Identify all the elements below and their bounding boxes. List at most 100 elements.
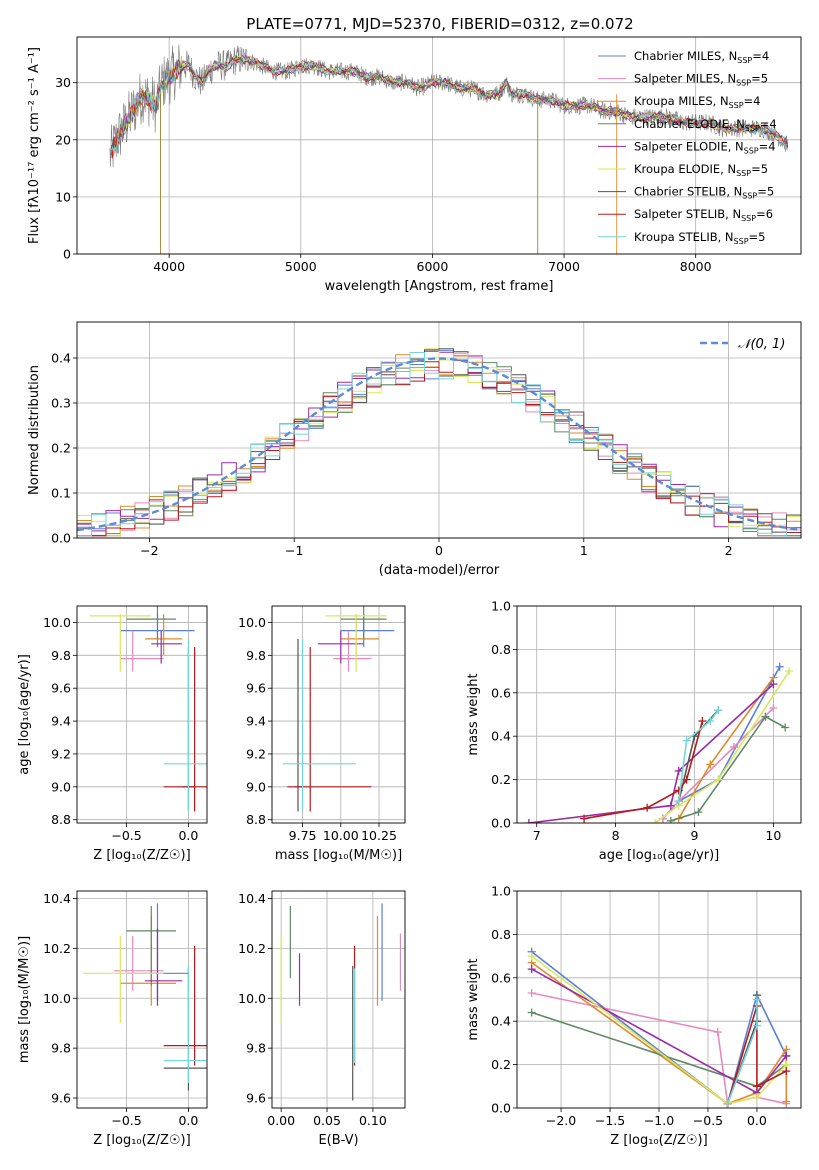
mass_weight_vs_z-axes: −2.0 −1.5 −1.0 −0.5 0.0 0.0 0.2 0.4 0.6 0.8 1.0 Z [… [466, 884, 802, 1148]
legend-label-count: =4 [759, 139, 776, 153]
weight-marker-chabrier_elodie [694, 808, 703, 817]
weight-marker-kroupa_stelib [752, 995, 761, 1004]
mass_weight_vs_z-ytick-label: 0.0 [491, 1101, 511, 1116]
age_vs_z-ytick-label: 8.8 [51, 812, 71, 827]
mass_weight_vs_age-grid [517, 605, 801, 824]
age_vs_mass-xtick-label: 10.00 [323, 828, 359, 843]
weight-marker-chabrier_elodie [527, 1008, 536, 1017]
residuals-ytick-label: 0.4 [51, 351, 71, 366]
spectrum-xtick-label: 6000 [417, 259, 449, 274]
mass_vs_ebv-ytick-label: 9.6 [246, 1091, 266, 1106]
weight-marker-kroupa_stelib [714, 706, 723, 715]
spectrum-plot-area [109, 44, 789, 254]
gaussian-legend-label: 𝒩(0, 1) [738, 337, 785, 352]
age_vs_mass-frame [271, 605, 406, 824]
histogram-salpeter_stelib [77, 351, 801, 537]
mass_weight_vs_z-xtick-label: −1.0 [644, 1113, 674, 1128]
spectrum-ytick-label: 30 [55, 75, 71, 90]
weight-marker-kroupa_stelib [682, 736, 691, 745]
legend-label-kroupa_miles: Kroupa MILES, NSSP=4 [634, 94, 760, 110]
legend-label-count: =5 [757, 185, 774, 199]
legend-label-salpeter_stelib: Salpeter STELIB, NSSP=6 [634, 207, 773, 223]
mass_vs_z-xtick-label: −0.5 [111, 1113, 141, 1128]
legend-label-salpeter_elodie: Salpeter ELODIE, NSSP=4 [634, 139, 776, 155]
age_vs_z-xlabel: Z [log₁₀(Z/Z☉)] [93, 848, 190, 863]
mass_weight_vs_age-xtick-label: 8 [612, 828, 620, 843]
legend-label-text: Chabrier ELODIE, N [634, 117, 745, 131]
mass_weight_vs_z-xtick-label: −2.0 [546, 1113, 576, 1128]
age_vs_z-frame [76, 605, 208, 824]
gaussian-curve [77, 357, 799, 532]
weight-marker-salpeter_stelib [674, 786, 683, 795]
legend-label-sub: SSP [736, 79, 751, 88]
mass_weight_vs_age-xlabel: age [log₁₀(age/yr)] [599, 848, 720, 863]
mass_vs_z-ytick-label: 10.2 [43, 941, 71, 956]
weight-marker-salpeter_elodie [782, 1051, 791, 1060]
mass_vs_z-axes: −0.5 0.0 9.6 9.8 10.0 10.2 10.4 Z [log₁₀(Z/Z☉)]… [17, 890, 208, 1148]
weight-line-salpeter_miles [662, 707, 774, 820]
legend-label-text: Chabrier MILES, N [634, 49, 737, 63]
legend-label-count: =5 [751, 162, 768, 176]
weight-marker-salpeter_stelib [698, 717, 707, 726]
weight-marker-salpeter_elodie [527, 965, 536, 974]
age_vs_z-ytick-label: 9.6 [51, 681, 71, 696]
age_vs_mass-axes: 9.75 10.00 10.25 8.8 9.0 9.2 9.4 9.6 9.8 10.0 mass… [238, 605, 406, 863]
legend-label-text: Kroupa STELIB, N [634, 230, 734, 244]
age_vs_mass-ytick-label: 9.0 [246, 779, 266, 794]
weight-marker-salpeter_miles [527, 988, 536, 997]
mass_vs_z-plot-area [83, 903, 207, 1091]
residuals-ytick-label: 0.1 [51, 486, 71, 501]
mass_vs_z-ytick-label: 10.4 [43, 891, 71, 906]
mass_vs_ebv-ytick-label: 9.8 [246, 1041, 266, 1056]
mass_vs_ebv-ytick-label: 10.0 [238, 991, 266, 1006]
weight-marker-chabrier_miles [775, 662, 784, 671]
age_vs_mass-ytick-label: 9.2 [246, 746, 266, 761]
weight-marker-kroupa_stelib [752, 1021, 761, 1030]
age_vs_z-ytick-label: 9.4 [51, 714, 71, 729]
mass_vs_z-ytick-label: 10.0 [43, 991, 71, 1006]
mass_vs_z-ytick-label: 9.6 [51, 1091, 71, 1106]
legend-label-chabrier_elodie: Chabrier ELODIE, NSSP=4 [634, 117, 777, 133]
legend-label-kroupa_elodie: Kroupa ELODIE, NSSP=5 [634, 162, 768, 178]
mass_weight_vs_age-xtick-label: 10 [765, 828, 781, 843]
weight-marker-salpeter_miles [713, 1028, 722, 1037]
mass_vs_ebv-ytick-label: 10.4 [238, 891, 266, 906]
weight-marker-chabrier_elodie [666, 816, 675, 823]
mass_weight_vs_z-xlabel: Z [log₁₀(Z/Z☉)] [610, 1133, 707, 1148]
age_vs_mass-xtick-label: 9.75 [289, 828, 317, 843]
mass_weight_vs_age-ylabel: mass weight [466, 673, 481, 755]
weight-line-salpeter_elodie [528, 683, 774, 823]
mass_vs_z-xtick-label: 0.0 [178, 1113, 198, 1128]
weight-marker-kroupa_stelib [723, 1099, 732, 1108]
weight-marker-kroupa_elodie [752, 1093, 761, 1102]
age_vs_mass-grid [272, 606, 405, 823]
weight-marker-kroupa_miles [782, 1097, 791, 1106]
spectrum-xlabel: wavelength [Angstrom, rest frame] [325, 279, 554, 294]
mass_weight_vs_age-frame [516, 605, 802, 824]
weight-line-kroupa_elodie [531, 955, 787, 1105]
spectrum-xtick-label: 5000 [285, 259, 317, 274]
weight-marker-kroupa_elodie [527, 952, 536, 961]
mass_weight_vs_age-ytick-label: 1.0 [491, 599, 511, 614]
legend-label-sub: SSP [737, 56, 752, 65]
weight-marker-salpeter_stelib [643, 803, 652, 812]
residuals-xlabel: (data-model)/error [379, 563, 500, 578]
mass_vs_z-ylabel: mass [log₁₀(M/M☉)] [17, 936, 32, 1063]
weight-marker-salpeter_elodie [524, 819, 533, 823]
mass_weight_vs_z-ytick-label: 1.0 [491, 884, 511, 899]
residuals-plot-area [77, 348, 801, 537]
legend-label-sub: SSP [729, 101, 744, 110]
spectrum-ytick-label: 0 [63, 247, 71, 262]
mass_weight_vs_age-ytick-label: 0.0 [491, 816, 511, 831]
mass_weight_vs_z-ytick-label: 0.8 [491, 927, 511, 942]
legend-label-text: Salpeter MILES, N [634, 72, 736, 86]
weight-marker-salpeter_stelib [752, 1082, 761, 1091]
mass_weight_vs_z-plot-area [527, 947, 791, 1108]
mass_weight_vs_z-ytick-label: 0.2 [491, 1057, 511, 1072]
mass_weight_vs_age-plot-area [524, 662, 794, 823]
legend-label-sub: SSP [744, 146, 759, 155]
figure-title: PLATE=0771, MJD=52370, FIBERID=0312, z=0… [246, 15, 633, 33]
age_vs_z-ytick-label: 10.0 [43, 615, 71, 630]
